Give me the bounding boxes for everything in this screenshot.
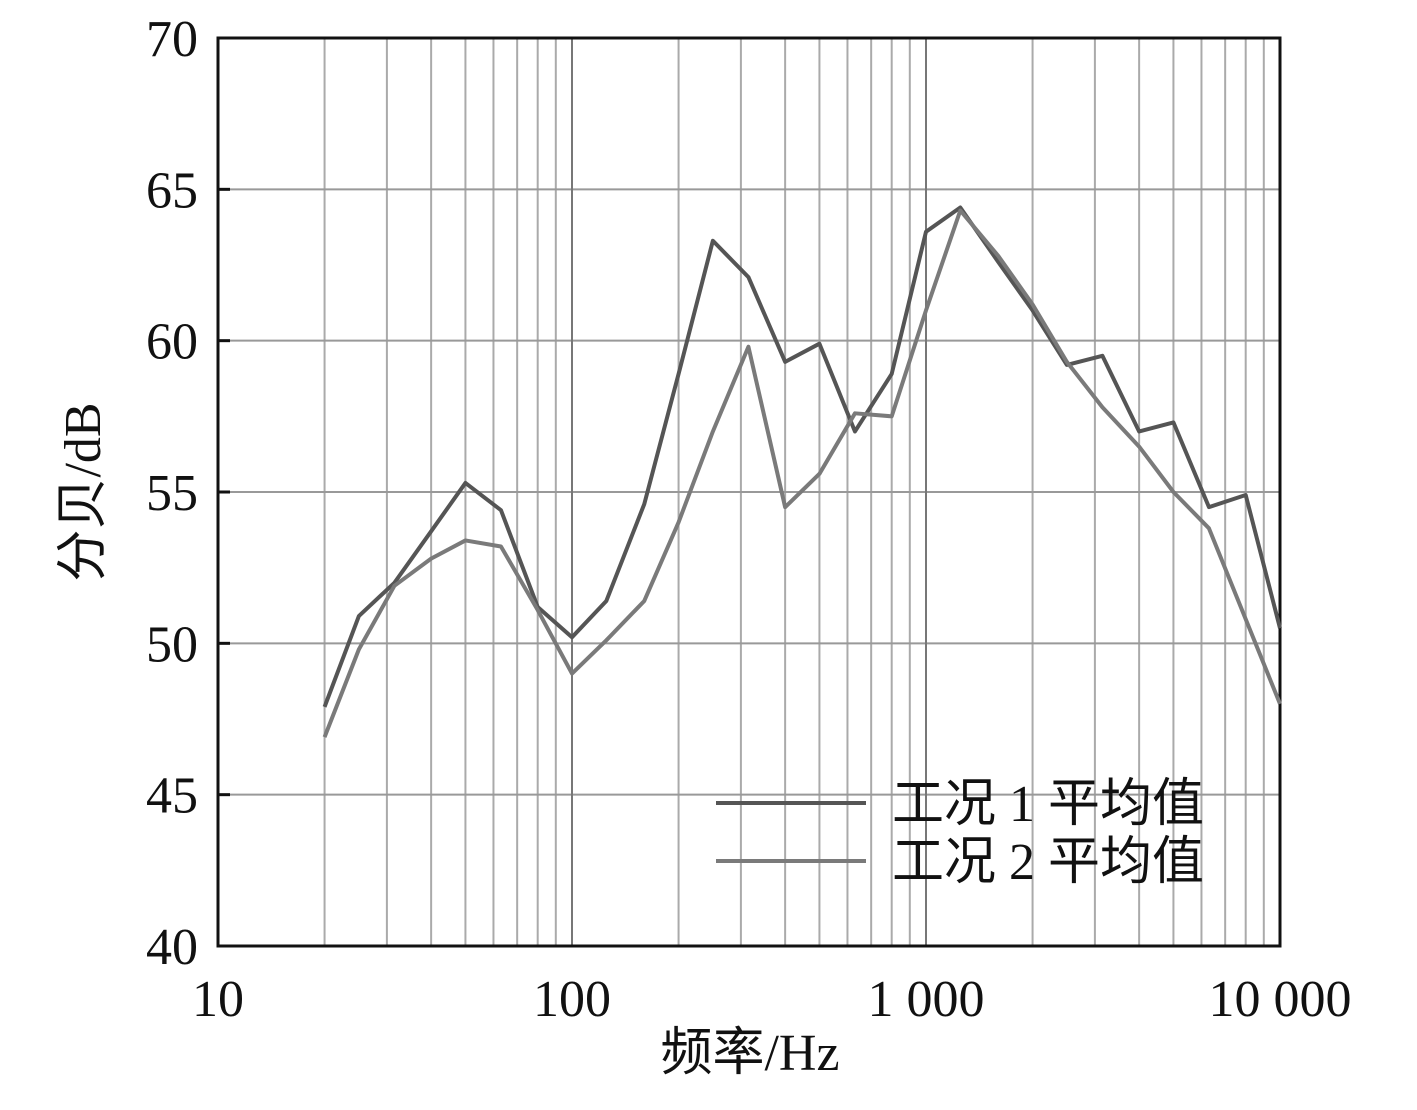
y-tick-label: 60 — [146, 314, 198, 371]
y-tick-label: 65 — [146, 162, 198, 219]
x-axis-label: 频率/Hz — [660, 1025, 839, 1082]
legend-label: 工况 1 平均值 — [892, 776, 1204, 833]
y-tick-label: 50 — [146, 616, 198, 673]
x-tick-label: 1 000 — [868, 971, 985, 1028]
x-tick-label: 10 — [192, 971, 244, 1028]
y-tick-label: 55 — [146, 465, 198, 522]
x-tick-label: 100 — [533, 971, 611, 1028]
y-tick-label: 70 — [146, 11, 198, 68]
x-tick-label: 10 000 — [1209, 971, 1352, 1028]
data-line — [322, 205, 1282, 708]
plot-frame — [216, 36, 1282, 948]
y-tick-label: 45 — [146, 768, 198, 825]
y-axis-label: 分贝/dB — [55, 402, 112, 581]
data-line — [322, 208, 1282, 738]
y-tick-label: 40 — [146, 919, 198, 976]
legend-label: 工况 2 平均值 — [892, 834, 1204, 891]
